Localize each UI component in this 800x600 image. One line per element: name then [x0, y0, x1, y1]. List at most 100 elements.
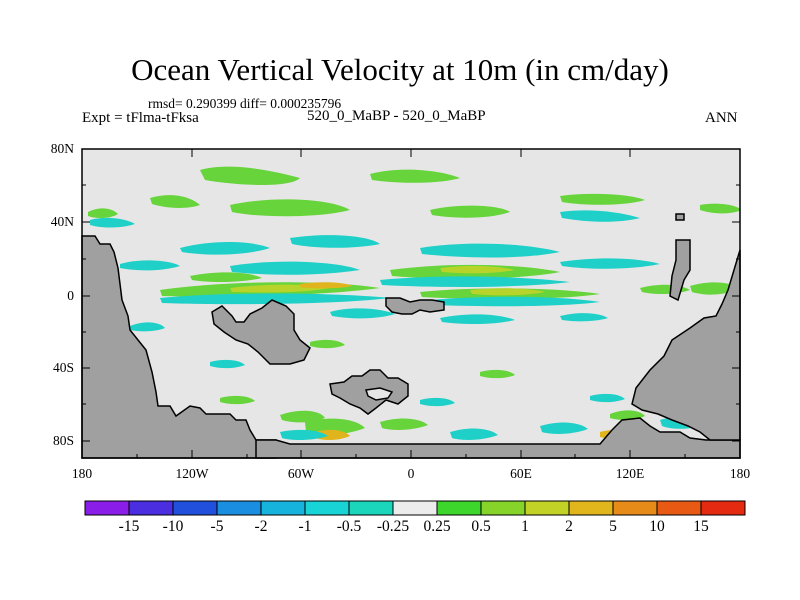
- colorbar-label: 1: [521, 518, 529, 535]
- colorbar-label: -0.25: [376, 518, 410, 535]
- lon-label-180w: 180: [71, 466, 93, 481]
- land-continent-south-america: [211, 299, 311, 365]
- colorbar-swatch: [348, 500, 394, 516]
- positive-anomaly-patch: [310, 339, 345, 349]
- colorbar-swatch: [524, 500, 570, 516]
- lat-label-80s: 80S: [52, 433, 74, 448]
- negative-anomaly-patch: [560, 313, 608, 322]
- negative-anomaly-patch: [330, 308, 395, 319]
- colorbar: [84, 500, 746, 516]
- season-label: ANN: [705, 110, 738, 126]
- negative-anomaly-patch: [560, 258, 660, 269]
- positive-anomaly-patch: [150, 195, 200, 208]
- positive-anomaly-patch: [480, 369, 515, 379]
- negative-anomaly-patch: [450, 428, 498, 440]
- colorbar-label: 2: [565, 518, 573, 535]
- positive-anomaly-patch: [230, 199, 350, 217]
- colorbar-label: 0.25: [423, 518, 451, 535]
- colorbar-label: -5: [210, 518, 224, 535]
- colorbar-swatch: [392, 500, 438, 516]
- colorbar-swatch: [480, 500, 526, 516]
- lat-label-80n: 80N: [50, 141, 74, 156]
- lon-label-0: 0: [407, 466, 415, 481]
- land-masses: [81, 213, 741, 459]
- case-label: 520_0_MaBP - 520_0_MaBP: [307, 108, 486, 124]
- positive-anomaly-patch: [470, 288, 545, 296]
- colorbar-label: -1: [298, 518, 312, 535]
- experiment-label: Expt = tFlma-tFksa: [82, 110, 199, 126]
- colorbar-label: -0.5: [336, 518, 362, 535]
- colorbar-swatch: [568, 500, 614, 516]
- positive-anomaly-patch: [88, 208, 118, 219]
- negative-anomaly-patch: [560, 210, 640, 222]
- negative-anomaly-patch: [180, 242, 270, 255]
- colorbar-swatch: [304, 500, 350, 516]
- lon-label-120w: 120W: [175, 466, 209, 481]
- positive-anomaly-patch: [380, 418, 428, 430]
- positive-anomaly-patch: [280, 410, 325, 423]
- positive-anomaly-patch: [190, 272, 262, 283]
- lon-label-60w: 60W: [287, 466, 315, 481]
- positive-anomaly-patch: [440, 265, 515, 274]
- negative-anomaly-patch: [160, 293, 390, 305]
- positive-anomaly-patch: [560, 193, 645, 205]
- negative-anomaly-patch: [120, 260, 180, 271]
- colorbar-label: -2: [254, 518, 268, 535]
- anomaly-field: [88, 166, 740, 441]
- colorbar-label: 0.5: [471, 518, 491, 535]
- negative-anomaly-patch: [420, 397, 455, 407]
- land-east-island: [669, 239, 691, 302]
- inner-sea: [365, 387, 394, 401]
- positive-anomaly-patch: [200, 166, 300, 185]
- negative-anomaly-patch: [430, 296, 600, 307]
- negative-anomaly-patch: [440, 314, 515, 325]
- negative-anomaly-patch: [590, 393, 625, 403]
- lat-label-40s: 40S: [52, 360, 74, 375]
- colorbar-swatch: [260, 500, 306, 516]
- negative-anomaly-patch: [380, 276, 570, 287]
- positive-anomaly-patch: [220, 395, 255, 405]
- colorbar-swatch: [656, 500, 702, 516]
- lon-label-180e: 180: [729, 466, 751, 481]
- colorbar-swatch: [84, 500, 130, 516]
- positive-anomaly-patch: [610, 410, 645, 421]
- negative-anomaly-patch: [540, 422, 588, 434]
- colorbar-swatch: [612, 500, 658, 516]
- positive-anomaly-patch: [305, 418, 365, 435]
- positive-anomaly-patch: [315, 429, 350, 441]
- colorbar-label: 5: [609, 518, 617, 535]
- negative-anomaly-patch: [130, 322, 165, 332]
- land-small-island: [675, 213, 685, 221]
- negative-anomaly-patch: [280, 429, 328, 441]
- colorbar-label: -10: [162, 518, 184, 535]
- positive-anomaly-patch: [300, 282, 352, 289]
- colorbar-label: 10: [649, 518, 665, 535]
- positive-anomaly-patch: [370, 169, 460, 183]
- lat-label-0: 0: [67, 288, 74, 303]
- negative-anomaly-patch: [230, 261, 360, 275]
- colorbar-swatch: [128, 500, 174, 516]
- negative-anomaly-patch: [420, 243, 560, 258]
- land-east-continent: [631, 249, 741, 441]
- land-small-continent: [385, 297, 445, 315]
- lon-label-120e: 120E: [615, 466, 645, 481]
- colorbar-swatch: [216, 500, 262, 516]
- colorbar-label: -15: [118, 518, 140, 535]
- colorbar-label: 15: [693, 518, 709, 535]
- plot-title: Ocean Vertical Velocity at 10m (in cm/da…: [131, 52, 669, 87]
- lon-label-60e: 60E: [510, 466, 532, 481]
- lat-ticks: [82, 148, 740, 442]
- colorbar-swatch: [436, 500, 482, 516]
- colorbar-swatch: [700, 500, 746, 516]
- land-west-continent: [81, 235, 277, 459]
- negative-anomaly-patch: [290, 235, 380, 248]
- colorbar-swatch: [172, 500, 218, 516]
- negative-anomaly-patch: [210, 359, 245, 369]
- stats-label: rmsd= 0.290399 diff= 0.000235796: [148, 96, 342, 111]
- lon-ticks: [81, 149, 741, 458]
- negative-anomaly-patch: [90, 217, 135, 228]
- positive-anomaly-patch: [700, 203, 740, 214]
- lat-label-40n: 40N: [50, 214, 74, 229]
- positive-anomaly-patch: [430, 205, 510, 218]
